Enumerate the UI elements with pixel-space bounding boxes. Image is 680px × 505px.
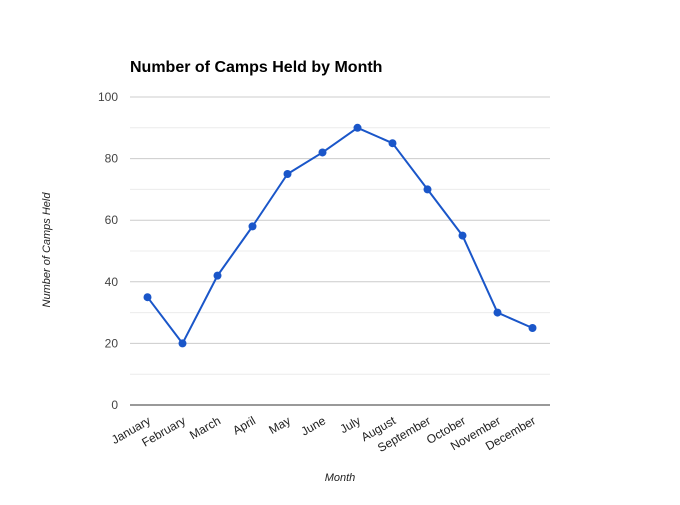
data-point[interactable] — [143, 293, 152, 302]
data-point[interactable] — [458, 231, 467, 240]
y-tick-label: 60 — [105, 213, 119, 227]
y-tick-label: 100 — [98, 90, 118, 104]
gridlines — [130, 96, 550, 375]
x-tick-label: April — [230, 413, 258, 437]
x-tick-label: March — [187, 413, 223, 442]
data-point[interactable] — [423, 185, 432, 194]
data-point[interactable] — [283, 170, 292, 178]
x-axis-label: Month — [325, 472, 356, 484]
y-tick-label: 20 — [105, 336, 119, 350]
data-point[interactable] — [353, 123, 362, 132]
x-tick-label: June — [298, 413, 328, 438]
y-tick-label: 80 — [105, 152, 119, 166]
x-tick-label: May — [266, 413, 293, 436]
data-point[interactable] — [248, 222, 257, 231]
data-point[interactable] — [528, 324, 537, 332]
data-point[interactable] — [213, 271, 222, 280]
data-point[interactable] — [178, 339, 187, 348]
data-point[interactable] — [493, 308, 502, 317]
y-tick-label: 40 — [105, 275, 119, 289]
data-point[interactable] — [388, 139, 397, 148]
y-axis-ticks: 0 20 40 60 80 100 — [98, 90, 118, 412]
data-point[interactable] — [318, 148, 327, 157]
series-layer — [143, 123, 537, 348]
chart-title: Number of Camps Held by Month — [130, 59, 382, 76]
series-line — [146, 126, 533, 345]
y-axis-label: Number of Camps Held — [41, 192, 53, 308]
y-tick-label: 0 — [111, 398, 118, 412]
